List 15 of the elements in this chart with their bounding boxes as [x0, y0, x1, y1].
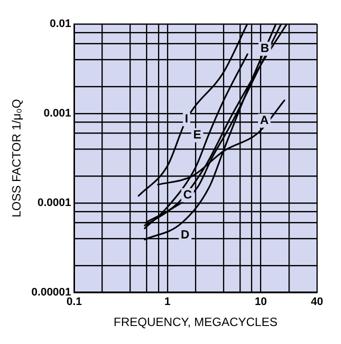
x-tick-label: 1: [164, 296, 171, 308]
series-label: C: [183, 187, 192, 202]
x-tick-label: 40: [310, 296, 324, 308]
y-tick-label: 0.0001: [38, 196, 72, 209]
series-label: E: [193, 128, 202, 142]
y-tick-label: 0.01: [50, 18, 72, 30]
x-tick-label: 0.1: [66, 296, 82, 308]
series-label: B: [260, 41, 270, 56]
y-tick-label: 0.001: [44, 108, 72, 120]
y-axis-title: LOSS FACTOR 1/μ₀Q: [10, 99, 24, 218]
y-tick-label: 0.00001: [31, 286, 72, 298]
series-label: A: [260, 112, 269, 127]
x-axis-title: FREQUENCY, MEGACYCLES: [114, 315, 278, 330]
x-tick-label: 10: [254, 296, 267, 308]
series-label: D: [180, 228, 190, 242]
